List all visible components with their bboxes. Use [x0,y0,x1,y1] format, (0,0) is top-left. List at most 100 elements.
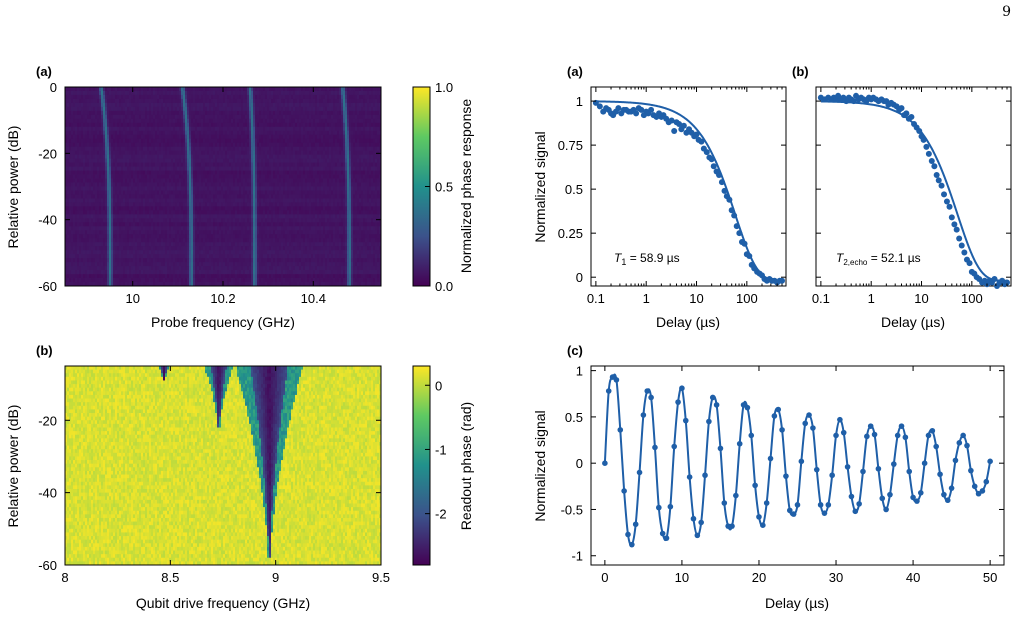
heatmap-a-cell [299,158,302,164]
heatmap-a-cell [131,94,134,100]
heatmap-a-cell [359,90,362,96]
heatmap-a-cell [169,114,172,120]
heatmap-a-cell [313,182,316,187]
heatmap-a-cell [353,170,356,175]
heatmap-a-cell [173,158,176,164]
heatmap-a-cell [357,146,360,152]
heatmap-a-cell [123,138,126,144]
heatmap-a-cell [295,122,298,128]
heatmap-a-cell [175,122,178,128]
heatmap-a-cell [133,198,136,203]
heatmap-a-cell [77,138,80,144]
heatmap-a-cell [297,122,300,128]
heatmap-a-cell [157,122,160,128]
heatmap-a-cell [87,194,90,199]
heatmap-a-cell [143,118,146,124]
heatmap-a-cell [369,194,372,199]
heatmap-a-cell [265,94,268,100]
heatmap-a-cell [377,170,380,175]
heatmap-a-cell [295,102,298,108]
heatmap-a-cell [97,186,100,191]
heatmap-a-cell [315,130,318,136]
heatmap-a-cell [157,102,160,108]
heatmap-a-cell [227,126,230,132]
heatmap-a-cell [247,138,250,144]
heatmap-a-cell [167,106,170,112]
heatmap-a-cell [315,162,318,167]
heatmap-a-cell [239,106,242,112]
heatmap-a-cell [171,182,174,187]
heatmap-a-cell [79,130,82,136]
heatmap-a-cell [133,210,136,215]
heatmap-a-cell [291,146,294,152]
heatmap-a-cell [297,110,300,116]
heatmap-a-cell [281,94,284,100]
heatmap-a-cell [353,134,356,140]
heatmap-a-cell [173,162,176,167]
heatmap-a-cell [315,194,318,199]
heatmap-a-cell [363,178,366,183]
heatmap-a-cell [161,178,164,183]
heatmap-a-cell [223,102,226,108]
heatmap-a-cell [253,90,256,96]
heatmap-a-cell [239,202,242,207]
heatmap-a-cell [233,154,236,160]
heatmap-a-cell [81,98,84,104]
heatmap-a-cell [379,154,382,160]
heatmap-a-cell [349,202,352,207]
heatmap-a-cell [309,87,312,92]
heatmap-a-cell [107,174,110,179]
heatmap-a-cell [357,90,360,96]
heatmap-a-cell [263,138,266,144]
heatmap-a-cell [375,198,378,203]
heatmap-a-cell [139,194,142,199]
heatmap-a-cell [89,186,92,191]
heatmap-a-cell [257,174,260,179]
heatmap-a-cell [117,210,120,215]
heatmap-a-cell [299,122,302,128]
heatmap-a-cell [85,87,88,92]
heatmap-a-cell [93,90,96,96]
heatmap-a-cell [331,182,334,187]
heatmap-a-cell [315,186,318,191]
heatmap-a-cell [221,150,224,156]
heatmap-a-cell [87,154,90,160]
heatmap-a-cell [107,134,110,140]
heatmap-a-cell [237,106,240,112]
heatmap-a-cell [81,198,84,203]
heatmap-a-cell [77,206,80,211]
heatmap-a-cell [95,102,98,108]
heatmap-a-cell [217,178,220,183]
heatmap-a-cell [193,122,196,128]
heatmap-a-cell [309,202,312,207]
heatmap-a-cell [359,134,362,140]
heatmap-a-cell [127,202,130,207]
heatmap-a-cell [145,106,148,112]
heatmap-a-cell [79,162,82,167]
heatmap-a-cell [185,162,188,167]
heatmap-a-cell [337,94,340,100]
heatmap-a-cell [109,110,112,116]
heatmap-a-cell [291,198,294,203]
heatmap-a-cell [241,138,244,144]
heatmap-a-cell [169,110,172,116]
heatmap-a-cell [367,138,370,144]
heatmap-a-cell [81,206,84,211]
heatmap-a-cell [267,174,270,179]
heatmap-a-cell [181,146,184,152]
heatmap-a-cell [197,158,200,164]
heatmap-a-cell [115,138,118,144]
heatmap-a-cell [255,174,258,179]
heatmap-a-cell [293,154,296,160]
heatmap-a-cell [69,170,72,175]
heatmap-a-cell [81,94,84,100]
heatmap-a-cell [293,142,296,148]
heatmap-a-cell [77,174,80,179]
heatmap-a-cell [277,142,280,148]
heatmap-a-cell [345,194,348,199]
heatmap-a-cell [131,130,134,136]
heatmap-a-cell [95,87,98,92]
heatmap-a-cell [147,122,150,128]
heatmap-a-cell [185,142,188,148]
heatmap-a-cell [251,110,254,116]
